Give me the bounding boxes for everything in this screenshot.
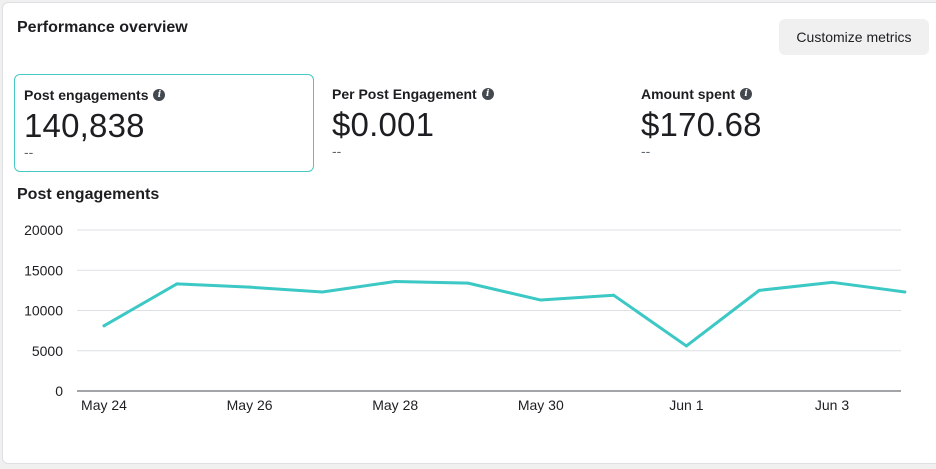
metric-comparison: -- xyxy=(332,143,342,159)
y-tick-label: 5000 xyxy=(32,343,63,359)
data-point xyxy=(539,298,543,302)
info-icon[interactable]: i xyxy=(740,88,753,100)
x-tick-label: May 26 xyxy=(227,397,273,413)
metric-comparison: -- xyxy=(641,143,651,159)
y-tick-label: 15000 xyxy=(24,262,63,278)
data-point xyxy=(466,281,470,285)
x-tick-label: Jun 1 xyxy=(669,397,703,413)
y-tick-label: 0 xyxy=(55,383,63,399)
x-tick-label: May 24 xyxy=(81,397,127,413)
data-point xyxy=(830,280,834,284)
metric-value: 140,838 xyxy=(24,107,145,144)
x-tick-label: May 30 xyxy=(518,397,564,413)
metric-comparison: -- xyxy=(24,144,34,160)
x-tick-label: May 28 xyxy=(372,397,418,413)
series-line xyxy=(102,280,907,348)
data-point xyxy=(393,280,397,284)
metric-card-amount-spent[interactable]: Amount spent i $170.68 -- xyxy=(632,74,932,172)
data-point xyxy=(320,290,324,294)
y-tick-label: 20000 xyxy=(24,222,63,238)
data-point xyxy=(757,288,761,292)
metric-card-post-engagements[interactable]: Post engagements i 140,838 -- xyxy=(14,74,314,172)
data-point xyxy=(102,324,106,328)
metric-label: Amount spent xyxy=(641,86,736,102)
metric-value: $0.001 xyxy=(332,106,435,143)
y-tick-label: 10000 xyxy=(24,303,63,319)
info-icon[interactable]: i xyxy=(481,88,494,100)
info-icon[interactable]: i xyxy=(153,89,166,101)
section-title: Performance overview xyxy=(17,19,188,36)
metric-card-per-post-engagement[interactable]: Per Post Engagement i $0.001 -- xyxy=(323,74,623,172)
chart-title: Post engagements xyxy=(17,186,160,203)
data-point xyxy=(612,293,616,297)
customize-metrics-button[interactable]: Customize metrics xyxy=(779,19,929,55)
data-point xyxy=(248,285,252,289)
data-point xyxy=(684,344,688,348)
metric-label: Per Post Engagement xyxy=(332,86,477,102)
metric-label: Post engagements xyxy=(24,87,149,103)
metric-value: $170.68 xyxy=(641,106,762,143)
x-tick-label: Jun 3 xyxy=(815,397,849,413)
data-point xyxy=(903,290,907,294)
data-point xyxy=(175,282,179,286)
